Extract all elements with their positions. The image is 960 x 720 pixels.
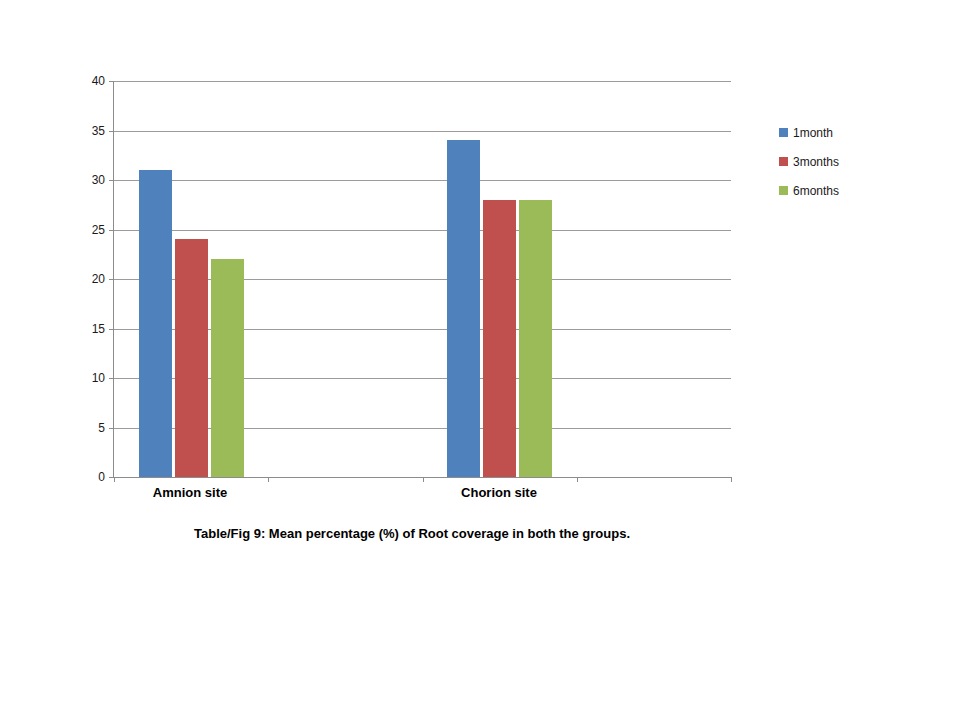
x-tick-4 [731, 477, 732, 482]
legend-label-1month: 1month [793, 126, 833, 140]
figure-caption: Table/Fig 9: Mean percentage (%) of Root… [0, 526, 824, 541]
y-tick-label-25: 25 [58, 223, 105, 237]
y-tick-25 [109, 230, 114, 231]
x-tick-1 [268, 477, 269, 482]
bar-3months-amnion-site [175, 239, 208, 477]
legend-label-3months: 3months [793, 155, 839, 169]
bar-1month-chorion-site [447, 140, 480, 477]
x-axis-labels: Amnion site Chorion site [113, 485, 730, 505]
y-tick-label-20: 20 [58, 272, 105, 286]
y-tick-5 [109, 428, 114, 429]
y-tick-label-10: 10 [58, 371, 105, 385]
y-tick-label-0: 0 [58, 470, 105, 484]
x-tick-2 [423, 477, 424, 482]
y-tick-30 [109, 180, 114, 181]
category-label-amnion-site: Amnion site [110, 485, 270, 500]
gridline-30 [114, 180, 731, 181]
bar-3months-chorion-site [483, 200, 516, 477]
y-tick-label-40: 40 [58, 74, 105, 88]
chart-canvas: 0 5 10 15 20 25 30 35 40 Amnion site Chorion site… [0, 0, 960, 720]
y-tick-35 [109, 131, 114, 132]
y-tick-20 [109, 279, 114, 280]
legend: 1month 3months 6months [779, 126, 839, 213]
legend-marker-1month [779, 128, 788, 137]
bar-1month-amnion-site [139, 170, 172, 477]
y-tick-label-30: 30 [58, 173, 105, 187]
gridline-25 [114, 230, 731, 231]
legend-label-6months: 6months [793, 184, 839, 198]
y-tick-label-15: 15 [58, 322, 105, 336]
bar-6months-amnion-site [211, 259, 244, 477]
figure-caption-text: Table/Fig 9: Mean percentage (%) of Root… [194, 526, 630, 541]
legend-marker-3months [779, 157, 788, 166]
y-tick-15 [109, 329, 114, 330]
y-tick-40 [109, 81, 114, 82]
y-tick-10 [109, 378, 114, 379]
y-tick-label-35: 35 [58, 124, 105, 138]
x-tick-0 [114, 477, 115, 482]
gridline-40 [114, 81, 731, 82]
plot-area [113, 81, 731, 478]
y-tick-label-5: 5 [58, 421, 105, 435]
legend-item-3months: 3months [779, 155, 839, 168]
gridline-35 [114, 131, 731, 132]
category-label-chorion-site: Chorion site [419, 485, 579, 500]
y-axis-labels: 0510152025303540 [58, 81, 105, 477]
bar-6months-chorion-site [519, 200, 552, 477]
legend-item-1month: 1month [779, 126, 839, 139]
legend-item-6months: 6months [779, 184, 839, 197]
x-tick-3 [577, 477, 578, 482]
legend-marker-6months [779, 186, 788, 195]
